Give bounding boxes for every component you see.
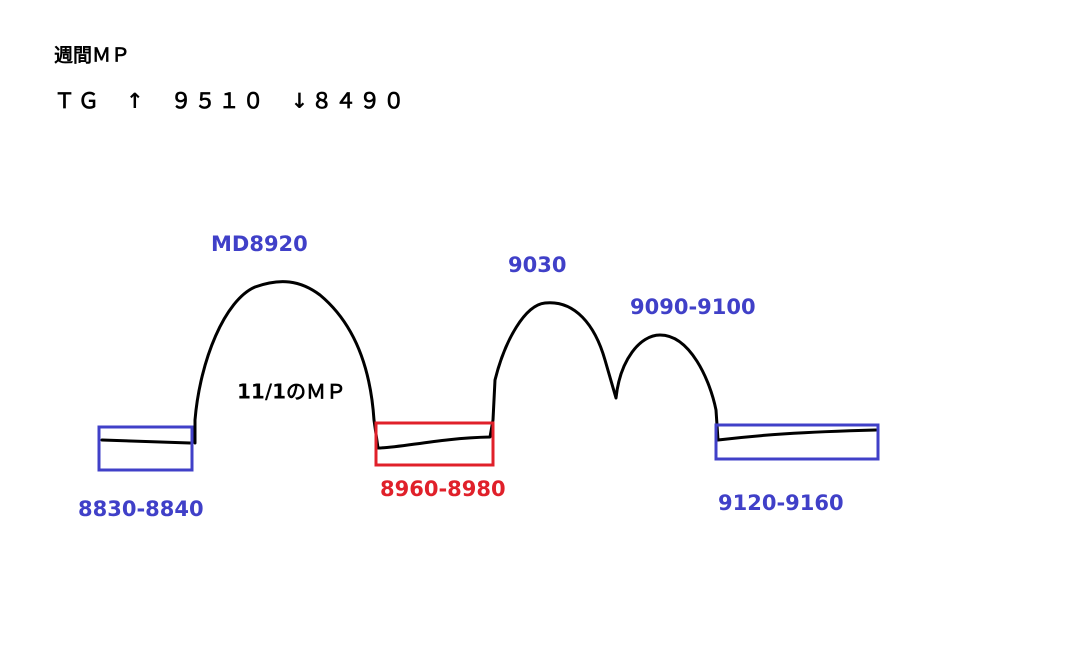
md-label: MD8920 (211, 232, 308, 256)
peak-label: 9090-9100 (630, 295, 756, 319)
middle-box (374, 421, 495, 467)
peak-label: 9030 (508, 253, 566, 277)
right-box (714, 423, 880, 461)
box-label: 9120-9160 (718, 491, 844, 515)
title: 週間ＭＰ (54, 45, 130, 67)
daily-label: 11/1のＭＰ (237, 380, 346, 404)
box-label: 8960-8980 (380, 477, 506, 501)
profile-curve (100, 280, 878, 450)
left-box (97, 425, 194, 472)
subtitle: ＴＧ ↑ ９５１０ ↓８４９０ (54, 89, 407, 113)
box-label: 8830-8840 (78, 497, 204, 521)
